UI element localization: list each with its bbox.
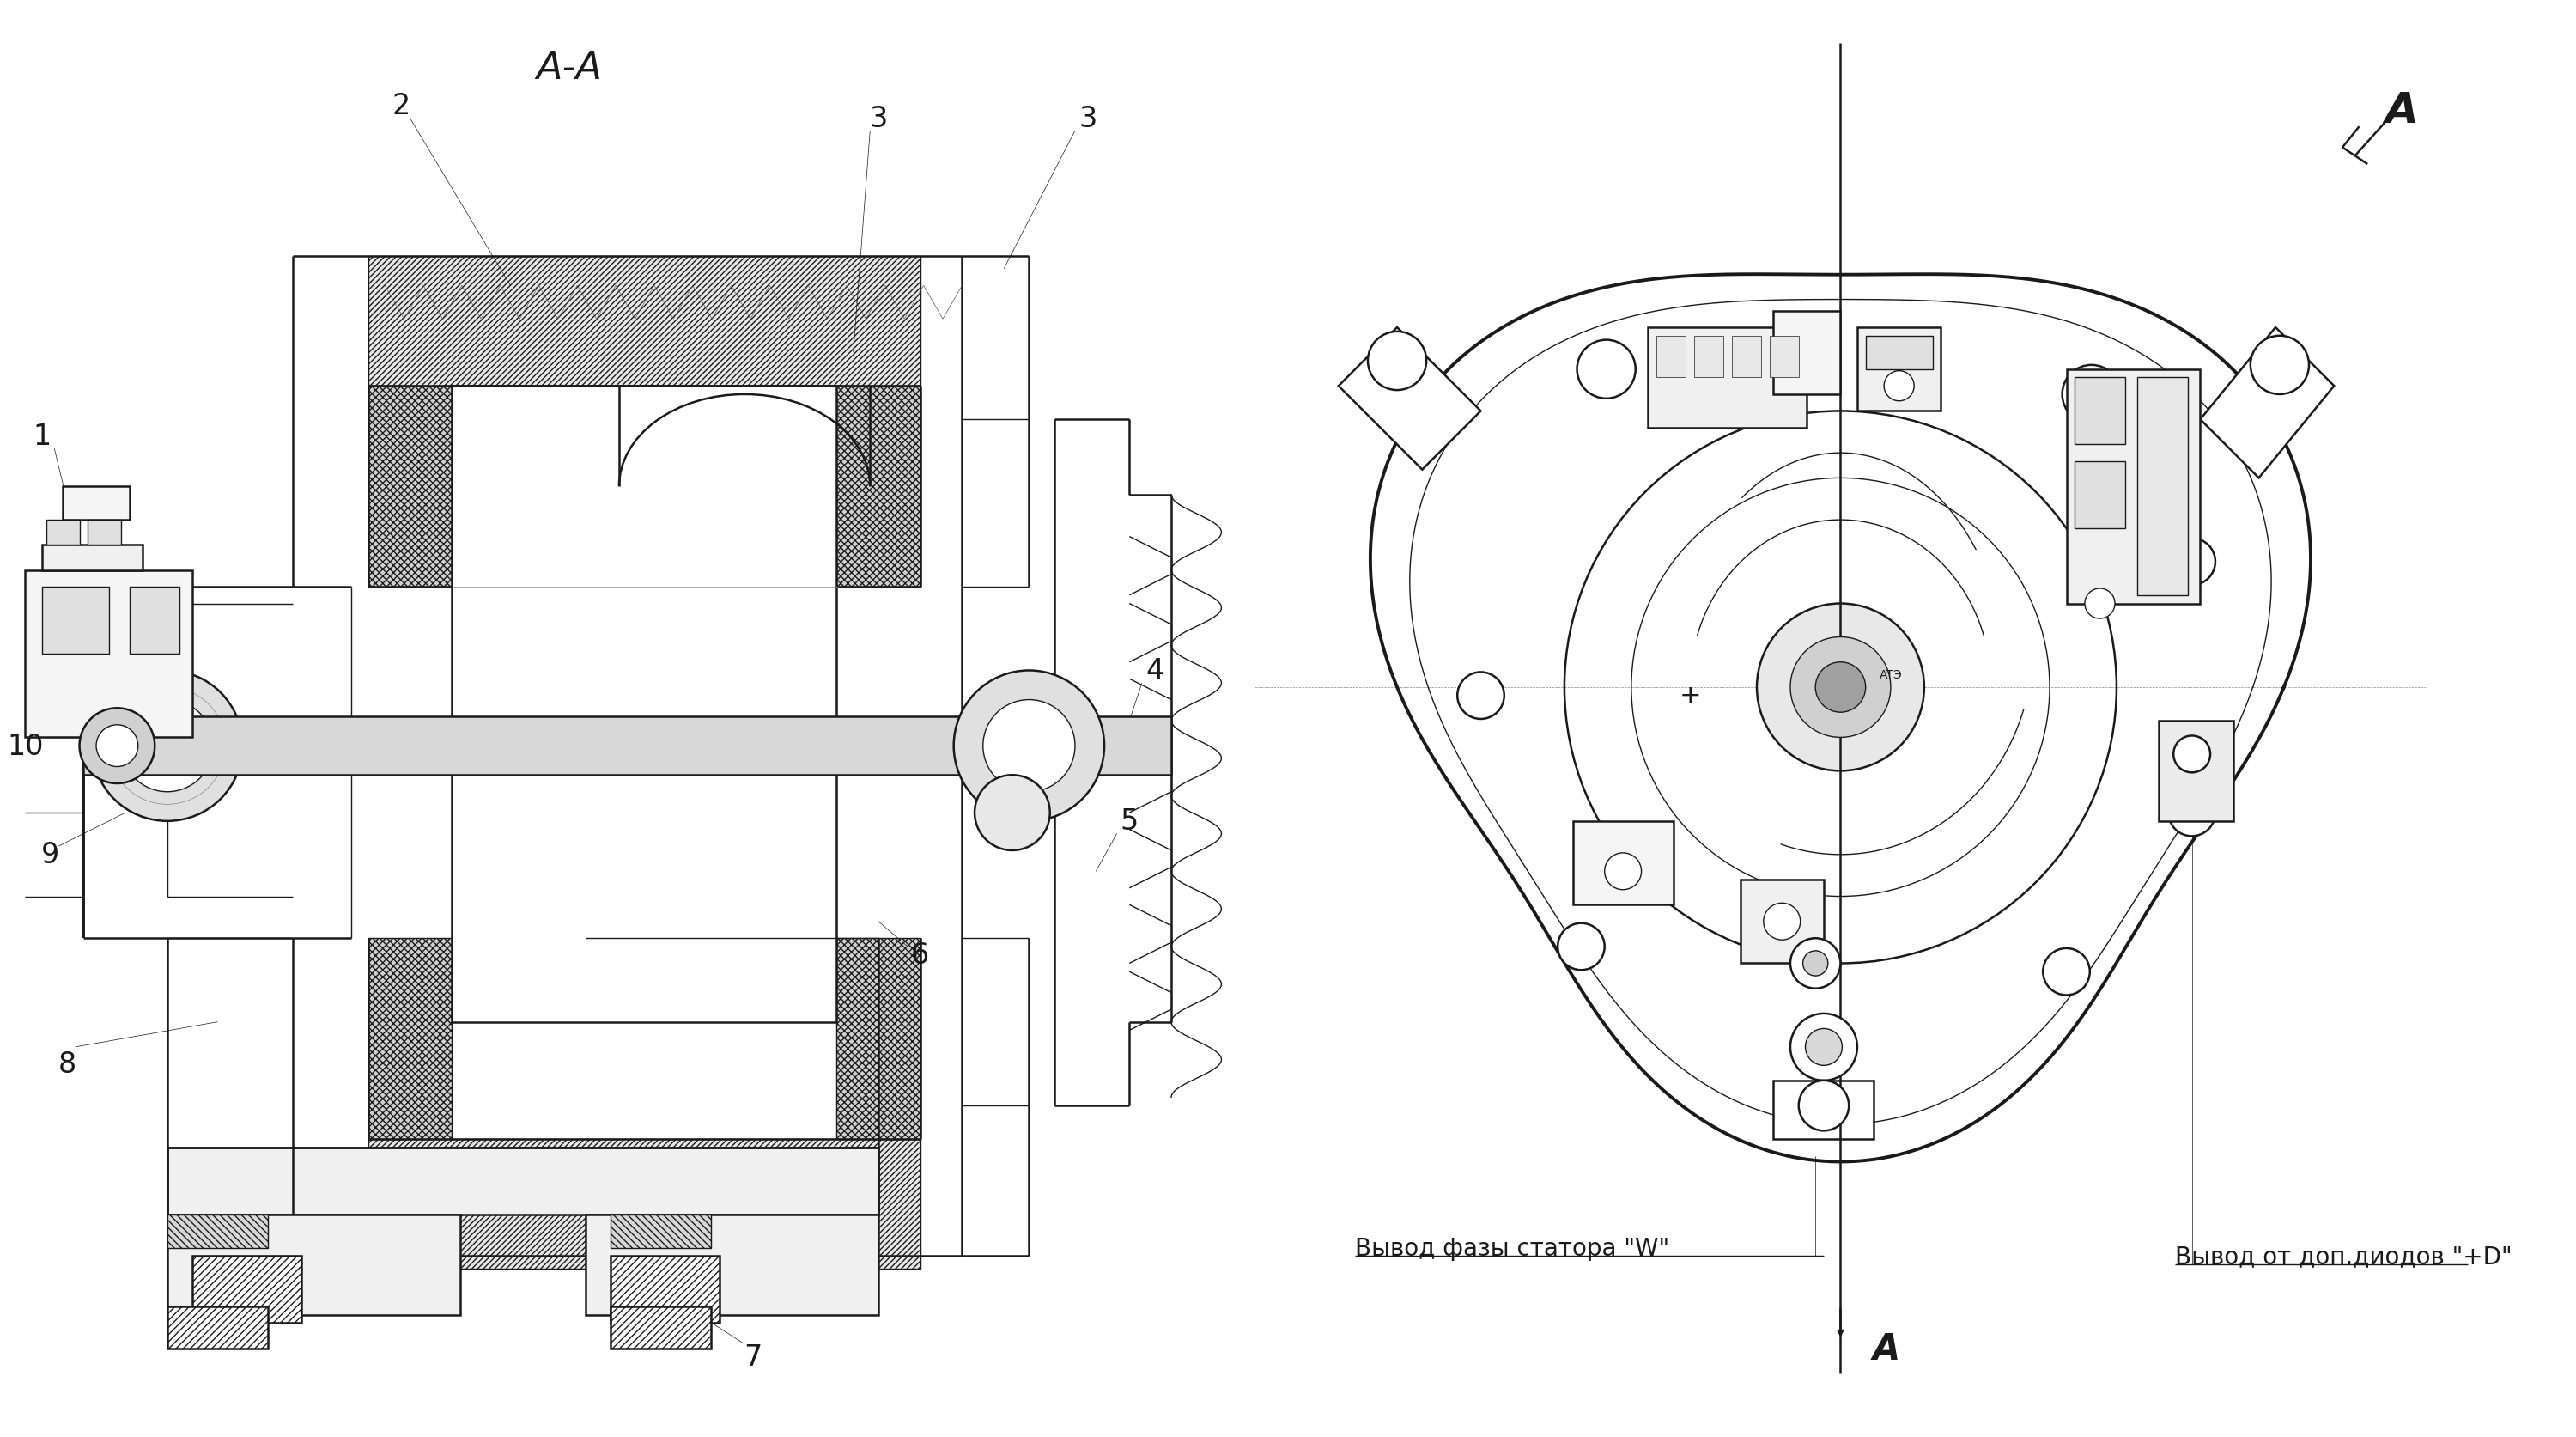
Circle shape <box>2169 789 2215 836</box>
Bar <box>585 1214 878 1315</box>
Bar <box>26 570 193 737</box>
Bar <box>1731 336 1762 378</box>
Circle shape <box>1798 1081 1850 1131</box>
Polygon shape <box>1772 1081 1873 1140</box>
Bar <box>129 588 180 654</box>
Text: 5: 5 <box>1121 808 1139 835</box>
Bar <box>451 387 837 1022</box>
Circle shape <box>2063 365 2120 424</box>
Circle shape <box>1765 904 1801 940</box>
Text: A: A <box>2385 91 2419 131</box>
Circle shape <box>80 708 155 783</box>
Bar <box>1857 328 1940 411</box>
Circle shape <box>1368 332 1427 391</box>
Circle shape <box>1790 1013 1857 1081</box>
Circle shape <box>1816 662 1865 713</box>
Circle shape <box>2174 736 2210 773</box>
Bar <box>2159 721 2233 822</box>
Circle shape <box>1803 951 1829 976</box>
Text: Вывод фазы статора "W": Вывод фазы статора "W" <box>1355 1236 1669 1260</box>
Circle shape <box>95 726 139 767</box>
Bar <box>41 546 142 570</box>
Bar <box>611 1214 711 1247</box>
Text: 6: 6 <box>912 941 930 970</box>
Bar <box>62 487 129 520</box>
Circle shape <box>2084 589 2115 619</box>
Circle shape <box>953 671 1105 822</box>
Circle shape <box>1790 638 1891 737</box>
Bar <box>2074 378 2125 445</box>
Text: 1: 1 <box>33 422 52 451</box>
Bar <box>1695 336 1723 378</box>
Bar <box>837 387 920 588</box>
Polygon shape <box>1340 328 1481 470</box>
Circle shape <box>2251 336 2308 395</box>
Bar <box>611 1306 711 1348</box>
Text: Вывод от доп.диодов "+D": Вывод от доп.диодов "+D" <box>2174 1244 2512 1269</box>
Bar <box>167 1214 268 1247</box>
Circle shape <box>1883 371 1914 401</box>
Text: 3: 3 <box>1079 105 1097 134</box>
Circle shape <box>1605 854 1641 890</box>
Bar <box>82 717 1172 776</box>
Text: 3: 3 <box>868 105 889 134</box>
Text: ATЭ: ATЭ <box>1880 670 1901 681</box>
Bar <box>46 520 80 546</box>
Bar <box>2066 369 2200 604</box>
Text: +: + <box>1680 684 1700 708</box>
Bar <box>2138 378 2187 595</box>
Bar <box>167 1306 268 1348</box>
Bar <box>41 588 108 654</box>
Text: 7: 7 <box>744 1342 762 1371</box>
Text: 4: 4 <box>1146 657 1164 685</box>
Bar <box>2074 461 2125 529</box>
Circle shape <box>1577 341 1636 399</box>
Bar <box>193 1256 301 1323</box>
Circle shape <box>1558 924 1605 970</box>
Bar <box>837 938 920 1140</box>
Bar <box>1865 336 1932 369</box>
Polygon shape <box>1370 274 2311 1163</box>
Text: 9: 9 <box>41 841 59 869</box>
Bar <box>368 387 451 588</box>
Bar <box>1741 879 1824 964</box>
Bar <box>167 1148 878 1214</box>
Circle shape <box>1757 604 1924 772</box>
Bar <box>1649 328 1806 428</box>
Text: 8: 8 <box>57 1050 77 1078</box>
Bar <box>611 1256 719 1323</box>
Polygon shape <box>2200 328 2334 479</box>
Bar <box>368 257 920 387</box>
Circle shape <box>121 700 214 792</box>
Text: 10: 10 <box>8 731 44 760</box>
Circle shape <box>984 700 1074 792</box>
Bar <box>1770 336 1798 378</box>
Bar <box>1656 336 1685 378</box>
Text: A-A: A-A <box>536 50 603 88</box>
Bar <box>1772 312 1839 395</box>
Circle shape <box>1458 673 1504 720</box>
Bar <box>88 520 121 546</box>
Bar <box>368 938 451 1140</box>
Circle shape <box>2169 539 2215 585</box>
Bar <box>368 1140 920 1269</box>
Circle shape <box>1806 1029 1842 1066</box>
Circle shape <box>2043 948 2089 996</box>
Bar <box>1574 822 1674 905</box>
Text: A: A <box>1873 1331 1901 1367</box>
Bar <box>167 1214 461 1315</box>
Circle shape <box>1790 938 1839 989</box>
Text: 2: 2 <box>392 92 410 121</box>
Circle shape <box>974 776 1051 851</box>
Circle shape <box>93 671 242 822</box>
